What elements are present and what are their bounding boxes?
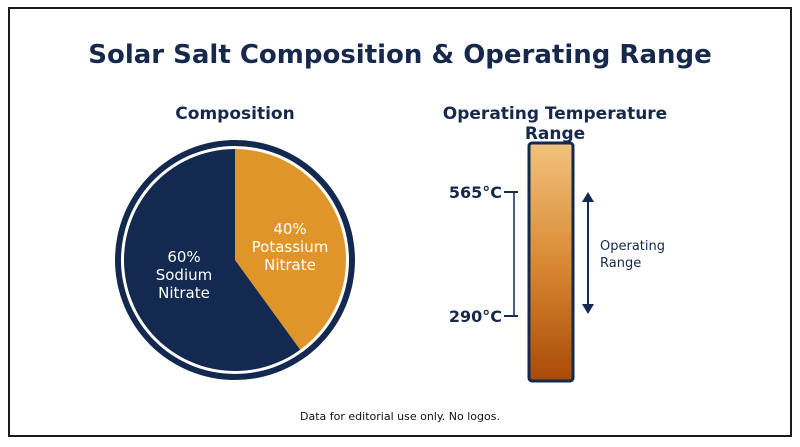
slice-label-potassium-value: 40% [273, 220, 306, 238]
pie-slice-potassium [235, 149, 346, 350]
slice-label-sodium-value: 60% [167, 248, 200, 266]
pie-slice-sodium [123, 149, 301, 371]
min-temp-tick-label: 290°C [449, 307, 502, 326]
slice-label-sodium-line1: Sodium [156, 266, 213, 284]
temperature-chart-title: Operating Temperature Range [442, 104, 668, 144]
slice-label-sodium-line2: Nitrate [158, 284, 210, 302]
max-temp-tick-label: 565°C [449, 183, 502, 202]
range-arrow-down-head [582, 304, 594, 314]
temperature-bar [527, 141, 575, 383]
slice-label-potassium-line2: Nitrate [264, 256, 316, 274]
figure-title: Solar Salt Composition & Operating Range [88, 40, 712, 70]
footnote: Data for editorial use only. No logos. [300, 410, 500, 423]
range-label-line1: Operating [600, 239, 665, 254]
pie-chart-title: Composition [175, 104, 295, 124]
range-label-line2: Range [600, 256, 641, 271]
range-arrow-up-head [582, 192, 594, 202]
slice-label-potassium-line1: Potassium [252, 238, 329, 256]
